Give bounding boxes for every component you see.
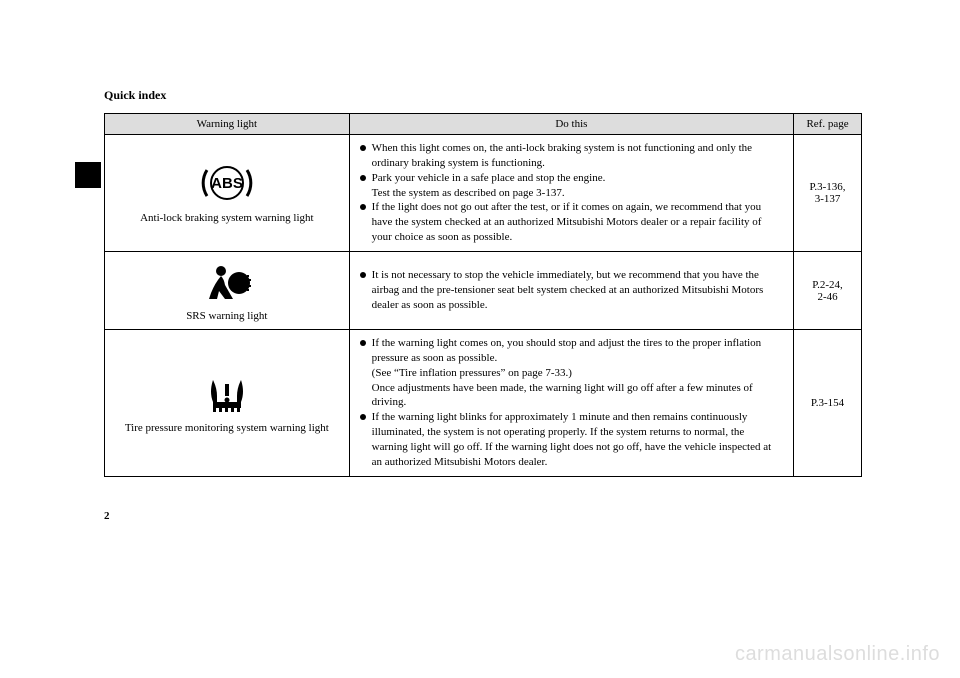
sub-text: (See “Tire inflation pressures” on page … [360,366,783,381]
bullet: It is not necessary to stop the vehicle … [360,268,783,313]
ref-text: 2-46 [817,291,837,303]
watermark: carmanualsonline.info [735,643,940,666]
ref-text: P.3-154 [811,397,844,409]
sub-text: Test the system as described on page 3-1… [360,186,783,201]
warning-table: Warning light Do this Ref. page ABS [104,113,862,477]
table-row: Tire pressure monitoring system warning … [105,330,862,477]
ref-cell: P.2-24, 2-46 [794,251,862,329]
abs-icon: ABS [197,160,257,206]
side-tab [75,162,101,188]
bullet: If the warning light comes on, you shoul… [360,336,783,366]
ref-cell: P.3-136, 3-137 [794,135,862,252]
ref-text: 3-137 [815,193,841,205]
bullet: When this light comes on, the anti-lock … [360,141,783,171]
bullet: Park your vehicle in a safe place and st… [360,171,783,186]
ref-text: P.3-136, [809,181,845,193]
table-row: ABS Anti-lock braking system warning lig… [105,135,862,252]
warning-label: SRS warning light [186,310,267,323]
page-number: 2 [104,510,110,522]
do-cell: If the warning light comes on, you shoul… [349,330,793,477]
table-row: SRS warning light It is not necessary to… [105,251,862,329]
header-warning: Warning light [105,114,350,135]
warning-label: Tire pressure monitoring system warning … [125,422,329,435]
warning-cell: ABS Anti-lock braking system warning lig… [105,135,350,252]
ref-cell: P.3-154 [794,330,862,477]
header-ref: Ref. page [794,114,862,135]
page-content: Quick index Warning light Do this Ref. p… [104,88,864,477]
section-title: Quick index [104,88,864,103]
do-cell: It is not necessary to stop the vehicle … [349,251,793,329]
svg-text:ABS: ABS [211,175,243,192]
tpms-icon [203,370,251,416]
warning-label: Anti-lock braking system warning light [140,212,314,225]
bullet: If the warning light blinks for approxim… [360,410,783,469]
srs-icon [199,258,255,304]
warning-cell: Tire pressure monitoring system warning … [105,330,350,477]
bullet: If the light does not go out after the t… [360,200,783,245]
ref-text: P.2-24, [812,279,843,291]
header-do: Do this [349,114,793,135]
warning-cell: SRS warning light [105,251,350,329]
sub-text: Once adjustments have been made, the war… [360,381,783,411]
do-cell: When this light comes on, the anti-lock … [349,135,793,252]
